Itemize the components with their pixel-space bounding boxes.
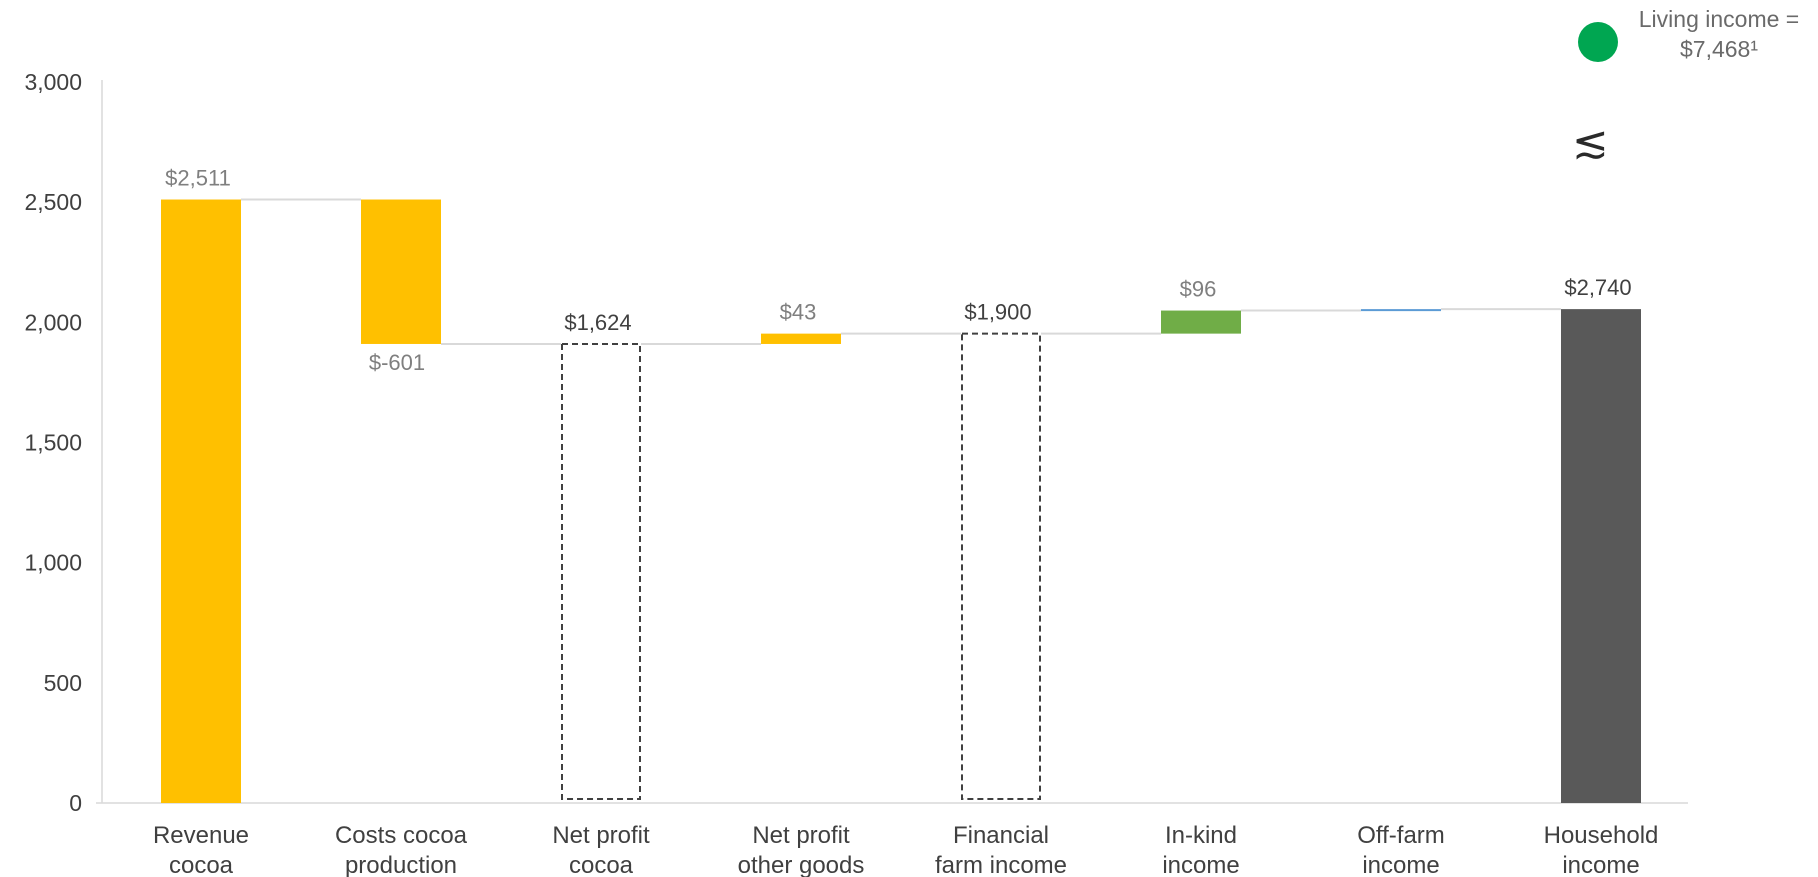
y-tick-label: 2,500 xyxy=(24,189,82,215)
category-label: other goods xyxy=(738,852,865,877)
chart-axes: 0 500 1,000 1,500 2,000 2,500 3,000 xyxy=(24,69,1688,816)
legend: Living income = $7,468¹ xyxy=(1578,4,1813,74)
data-label: $2,511 xyxy=(165,166,231,191)
category-label: In-kind xyxy=(1165,822,1237,849)
category-label: income xyxy=(1562,852,1639,877)
category-label: farm income xyxy=(935,852,1067,877)
category-label: Household xyxy=(1544,822,1659,849)
data-label: $96 xyxy=(1180,277,1217,302)
data-label: $43 xyxy=(780,300,817,325)
y-tick-label: 0 xyxy=(69,790,82,816)
data-label: $2,740 xyxy=(1564,275,1631,300)
data-label: $1,900 xyxy=(964,300,1031,325)
bar-subtotal-outline xyxy=(561,342,641,800)
data-label: $-601 xyxy=(369,350,425,375)
y-tick-label: 1,500 xyxy=(24,430,82,456)
y-tick-label: 500 xyxy=(44,670,82,696)
category-label: Off-farm xyxy=(1357,822,1445,849)
bar-step xyxy=(361,199,441,344)
y-tick-label: 1,000 xyxy=(24,550,82,576)
category-labels: Revenue cocoa Costs cocoa production Net pro… xyxy=(153,822,1658,877)
category-label: Costs cocoa xyxy=(335,822,468,849)
legend-label: Living income = $7,468¹ xyxy=(1624,4,1814,64)
legend-marker-icon xyxy=(1578,22,1618,62)
legend-label-line2: $7,468¹ xyxy=(1679,36,1758,62)
category-label: production xyxy=(345,852,457,877)
category-label: cocoa xyxy=(569,852,634,877)
data-labels: $2,511 $-601 $1,624 $43 $1,900 $96 $2,740 xyxy=(165,166,1631,375)
bar-step xyxy=(1361,309,1441,312)
bar-step xyxy=(1161,310,1241,334)
y-tick-label: 2,000 xyxy=(24,309,82,335)
category-label: income xyxy=(1162,852,1239,877)
y-tick-label: 3,000 xyxy=(24,69,82,95)
category-label: Net profit xyxy=(552,822,650,849)
category-label: Net profit xyxy=(752,822,850,849)
bar-step xyxy=(161,199,241,803)
chart-bars xyxy=(161,199,1641,803)
category-label: cocoa xyxy=(169,852,234,877)
bar-total xyxy=(1561,309,1641,803)
bar-subtotal-outline xyxy=(961,332,1041,800)
category-label: Revenue xyxy=(153,822,249,849)
bar-step xyxy=(761,333,841,344)
connector-lines xyxy=(241,198,1561,345)
data-label: $1,624 xyxy=(564,310,631,335)
category-label: income xyxy=(1362,852,1439,877)
legend-label-line1: Living income = xyxy=(1638,6,1800,32)
category-label: Financial xyxy=(953,822,1049,849)
comparison-symbol: ≲ xyxy=(1572,118,1609,167)
